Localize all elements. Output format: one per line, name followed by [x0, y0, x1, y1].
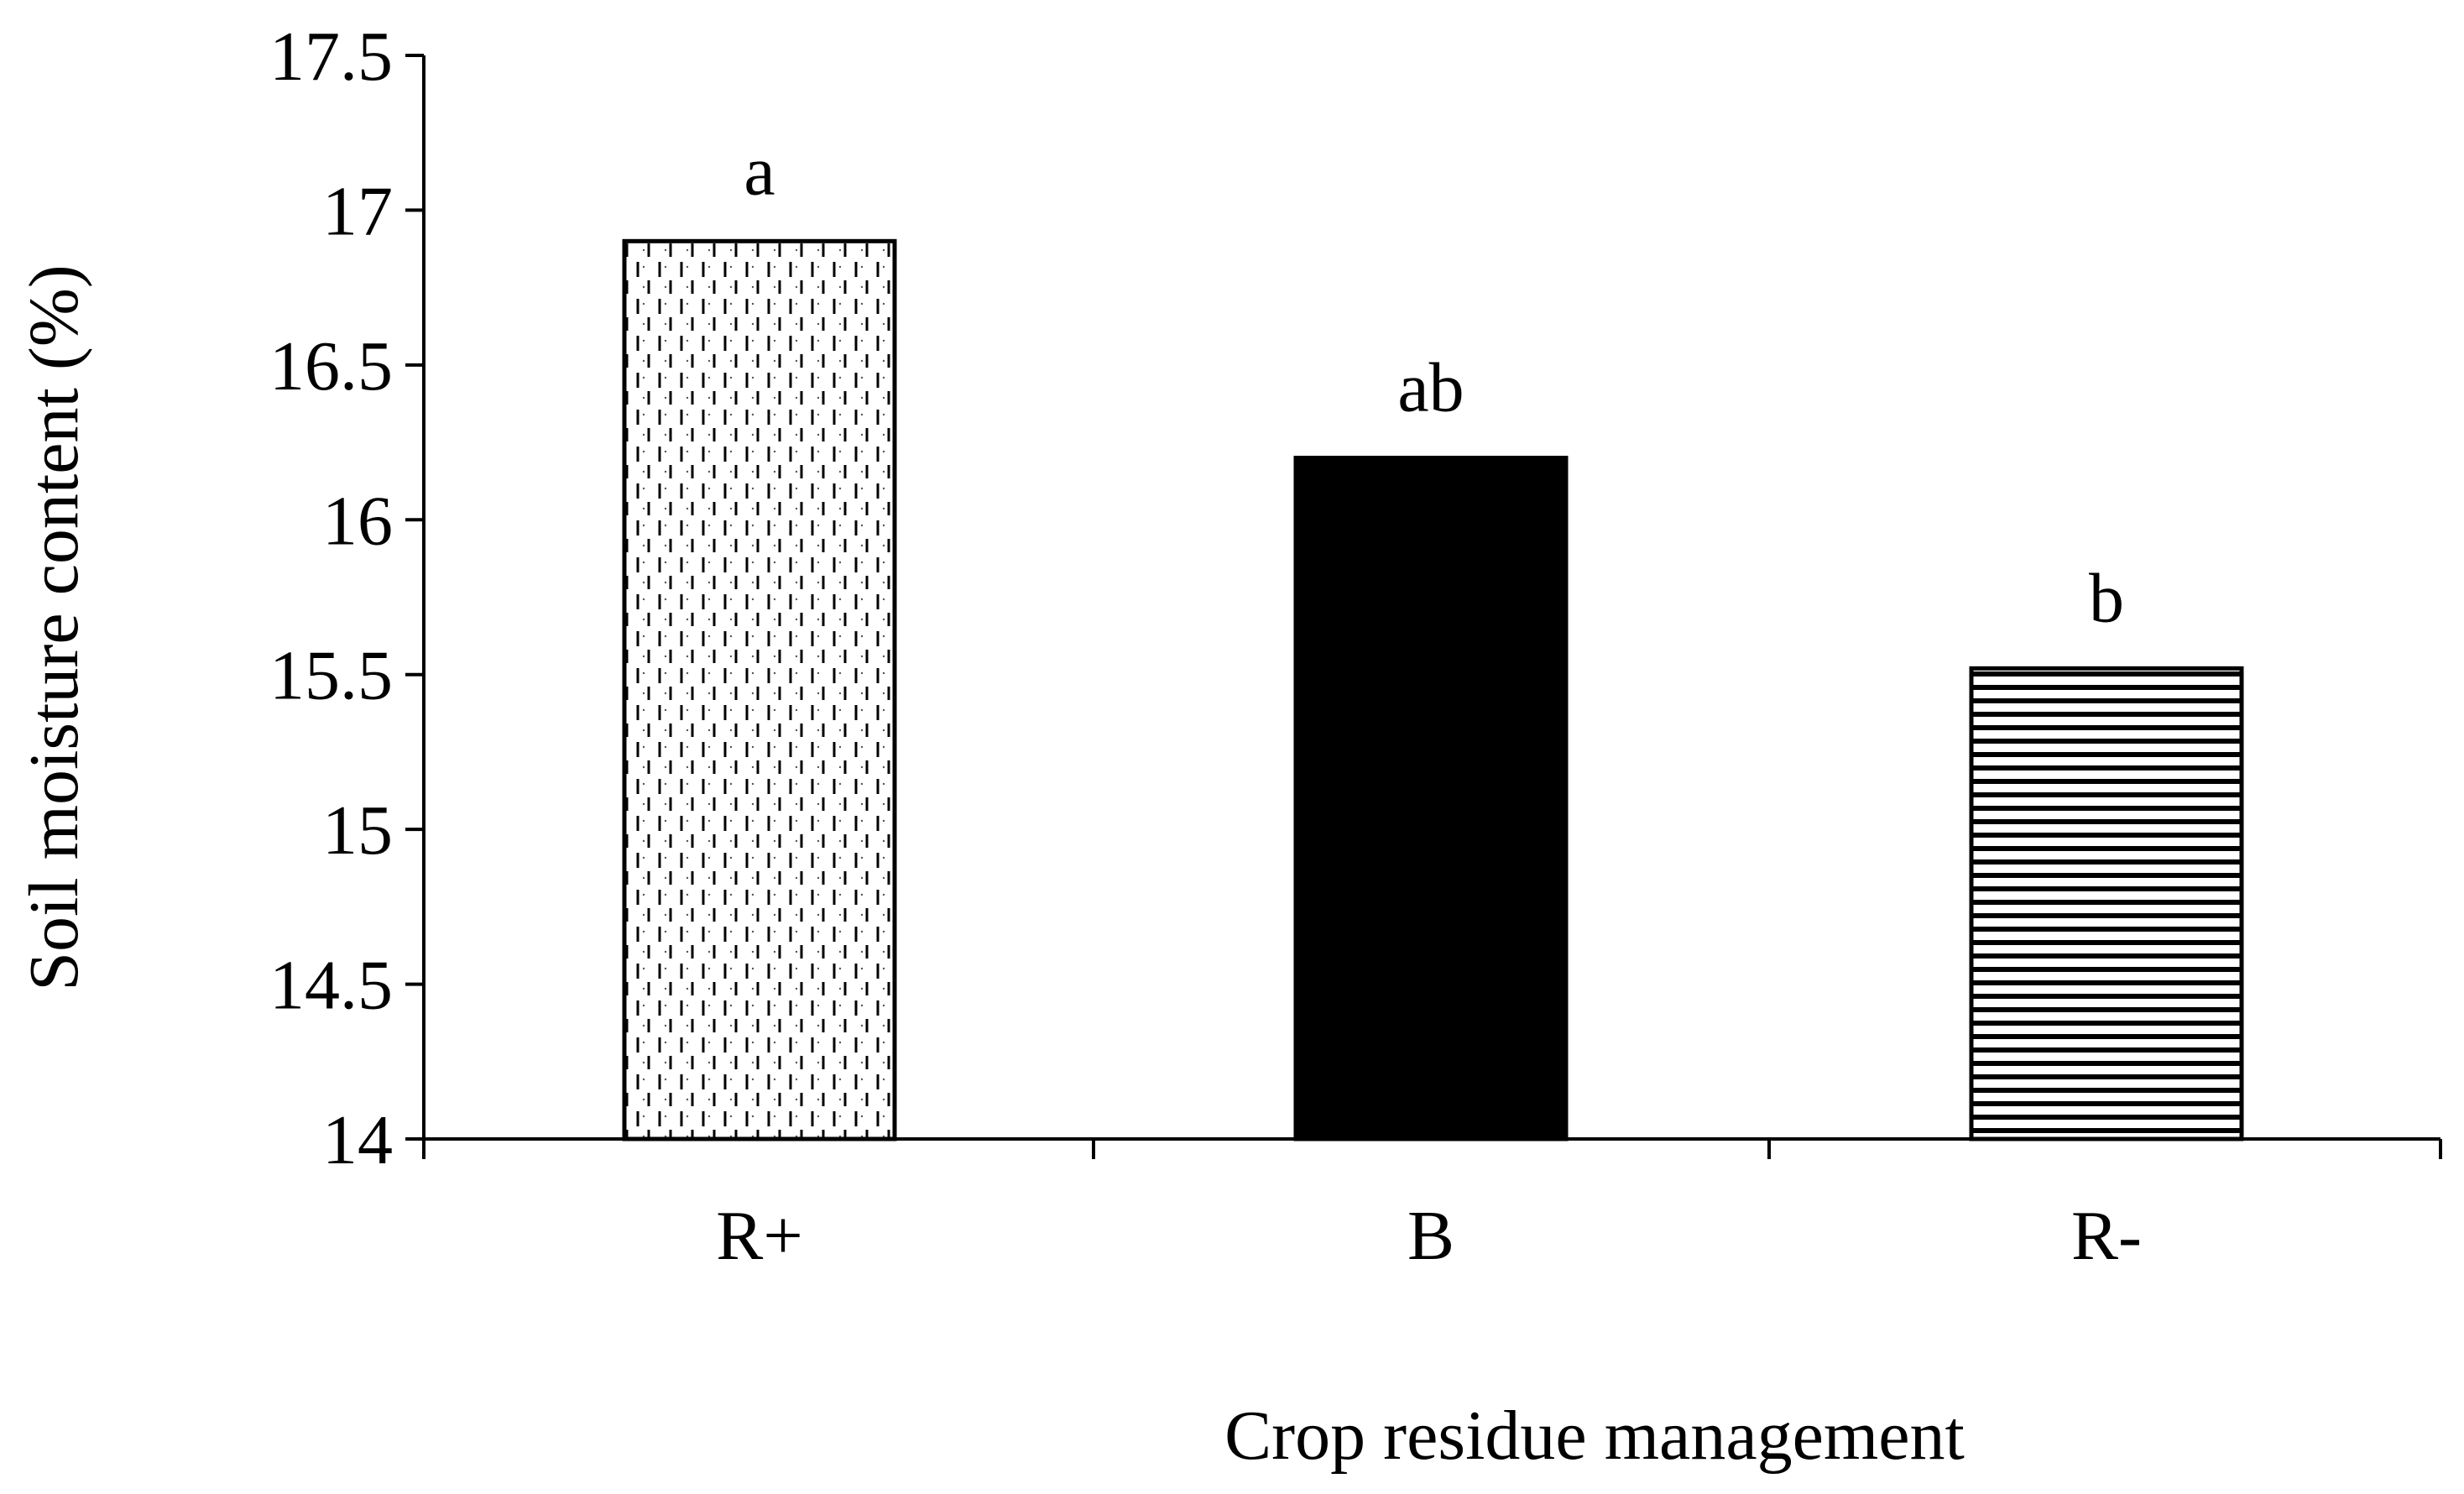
significance-letter: a: [744, 132, 775, 210]
y-tick-label: 15.5: [269, 637, 393, 715]
x-category-label: B: [1407, 1197, 1454, 1275]
y-axis-title: Soil moisture content (%): [15, 264, 93, 991]
bar-R-: [1969, 666, 2244, 1141]
bars-group: [622, 238, 2244, 1141]
significance-letter: b: [2089, 559, 2124, 637]
y-tick-label: 15: [322, 791, 393, 870]
x-ticks-group: R+ B R-: [422, 1139, 2442, 1275]
significance-labels-group: a ab b: [744, 132, 2124, 637]
x-axis-title: Crop residue management: [1224, 1397, 1965, 1475]
axes-group: [407, 55, 2441, 1157]
y-tick-label: 14: [322, 1101, 393, 1179]
x-category-label: R-: [2071, 1197, 2142, 1275]
significance-letter: ab: [1397, 349, 1464, 427]
y-tick-label: 16.5: [269, 327, 393, 405]
y-tick-label: 16: [322, 482, 393, 560]
x-category-label: R+: [716, 1197, 802, 1275]
bar-R+: [622, 238, 897, 1141]
bar-B: [1293, 456, 1569, 1141]
y-tick-label: 14.5: [269, 947, 393, 1025]
y-tick-label: 17: [322, 172, 393, 250]
y-ticks-group: 14 14.5 15 15.5 16 16.5 17 17.5: [269, 18, 424, 1179]
y-tick-label: 17.5: [269, 18, 393, 96]
